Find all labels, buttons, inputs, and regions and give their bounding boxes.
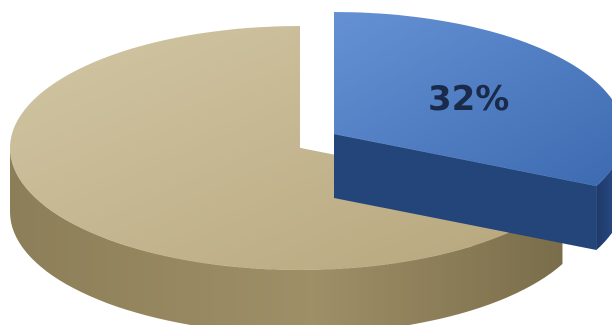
- slice-blue-cut-end: [334, 134, 597, 250]
- slice-blue-side: [596, 168, 612, 250]
- slice-tan-side: [10, 148, 563, 329]
- slice-label-blue: 32%: [428, 79, 509, 119]
- slice-blue-top: [334, 12, 612, 186]
- slices-layer: [9, 12, 612, 329]
